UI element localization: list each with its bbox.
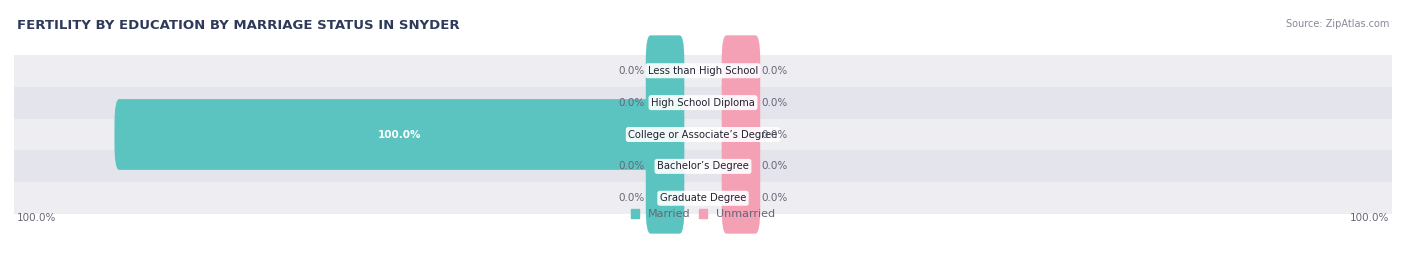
Bar <box>14 119 1392 150</box>
Bar <box>14 87 1392 119</box>
Text: 0.0%: 0.0% <box>619 193 644 203</box>
Bar <box>14 150 1392 182</box>
FancyBboxPatch shape <box>721 163 761 234</box>
Text: 0.0%: 0.0% <box>762 193 787 203</box>
Text: Source: ZipAtlas.com: Source: ZipAtlas.com <box>1285 19 1389 29</box>
Text: 100.0%: 100.0% <box>378 129 422 140</box>
FancyBboxPatch shape <box>645 35 685 106</box>
Text: Less than High School: Less than High School <box>648 66 758 76</box>
Text: 0.0%: 0.0% <box>762 66 787 76</box>
Text: 0.0%: 0.0% <box>619 66 644 76</box>
FancyBboxPatch shape <box>114 99 685 170</box>
Text: 100.0%: 100.0% <box>17 213 56 223</box>
Text: 0.0%: 0.0% <box>762 161 787 171</box>
Text: Graduate Degree: Graduate Degree <box>659 193 747 203</box>
FancyBboxPatch shape <box>721 131 761 202</box>
FancyBboxPatch shape <box>721 35 761 106</box>
Legend: Married, Unmarried: Married, Unmarried <box>627 205 779 224</box>
FancyBboxPatch shape <box>645 131 685 202</box>
FancyBboxPatch shape <box>645 163 685 234</box>
Text: 0.0%: 0.0% <box>762 129 787 140</box>
Text: 100.0%: 100.0% <box>1350 213 1389 223</box>
Text: 0.0%: 0.0% <box>762 98 787 108</box>
FancyBboxPatch shape <box>645 67 685 138</box>
Text: 0.0%: 0.0% <box>619 161 644 171</box>
Text: Bachelor’s Degree: Bachelor’s Degree <box>657 161 749 171</box>
Text: College or Associate’s Degree: College or Associate’s Degree <box>628 129 778 140</box>
Text: 0.0%: 0.0% <box>619 98 644 108</box>
FancyBboxPatch shape <box>721 99 761 170</box>
Bar <box>14 182 1392 214</box>
Text: High School Diploma: High School Diploma <box>651 98 755 108</box>
Bar <box>14 55 1392 87</box>
Text: FERTILITY BY EDUCATION BY MARRIAGE STATUS IN SNYDER: FERTILITY BY EDUCATION BY MARRIAGE STATU… <box>17 19 460 32</box>
FancyBboxPatch shape <box>721 67 761 138</box>
